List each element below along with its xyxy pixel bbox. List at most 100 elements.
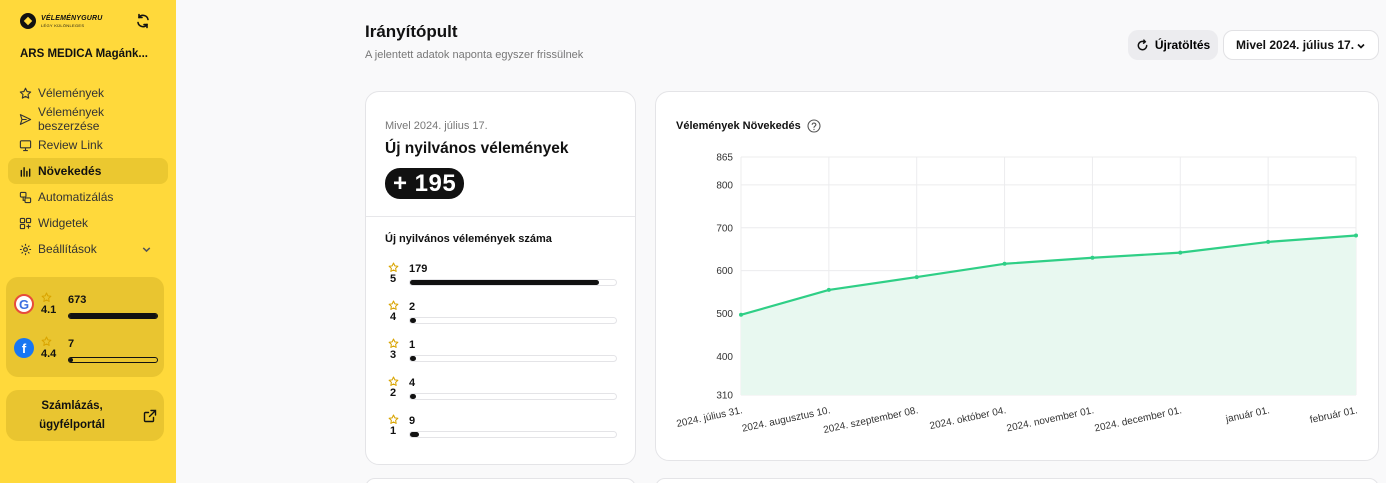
chart-title: Vélemények Növekedés — [676, 119, 821, 133]
facebook-icon: f — [14, 338, 34, 358]
facebook-rating[interactable]: f 4.4 7 — [14, 336, 159, 367]
sidebar-item-growth[interactable]: Növekedés — [8, 158, 168, 184]
sidebar-item-reviews[interactable]: Vélemények — [8, 80, 168, 106]
sidebar-item-label: Vélemények beszerzése — [38, 105, 105, 133]
x-tick-label: január 01. — [1224, 405, 1271, 425]
sync-icon[interactable] — [135, 13, 151, 29]
x-tick-label: 2024. november 01. — [1006, 405, 1095, 434]
refresh-icon — [1137, 38, 1148, 50]
help-icon[interactable] — [807, 119, 821, 133]
google-rating[interactable]: G 4.1 673 — [14, 292, 159, 323]
star-count: 2 — [409, 301, 416, 313]
new-reviews-card: Mivel 2024. július 17. Új nyilvános véle… — [365, 91, 636, 465]
billing-portal-button[interactable]: Számlázás, ügyfélportál — [6, 390, 164, 441]
ratings-summary-card: G 4.1 673 f 4.4 7 — [6, 277, 164, 377]
sidebar-item-automation[interactable]: Automatizálás — [8, 184, 168, 210]
star-progress-bar — [409, 279, 617, 286]
star-row-5: 5 179 — [388, 262, 618, 290]
x-tick-label: 2024. október 04. — [929, 405, 1007, 432]
y-tick-label: 400 — [716, 352, 733, 363]
page-title: Irányítópult — [365, 22, 458, 41]
next-card-left — [365, 478, 636, 483]
billing-label-line2: ügyfélportál — [39, 419, 105, 431]
x-tick-label: 2024. december 01. — [1094, 405, 1183, 434]
logo[interactable]: VÉLEMÉNYGURU LÉGY KÜLÖNLEGES — [20, 13, 103, 29]
series-line-segment — [739, 288, 830, 316]
sidebar-item-label: Beállítások — [38, 242, 97, 256]
data-point[interactable] — [914, 275, 919, 280]
star-count: 4 — [409, 377, 416, 389]
data-point[interactable] — [1090, 255, 1095, 260]
facebook-review-count: 7 — [68, 338, 75, 350]
send-icon — [19, 113, 32, 125]
x-tick-label: 2024. szeptember 08. — [822, 405, 919, 436]
date-filter-select[interactable]: Mivel 2024. július 17. — [1223, 30, 1379, 60]
series-line-segment — [827, 275, 918, 292]
y-tick-label: 500 — [716, 309, 733, 320]
star-level: 3 — [390, 349, 397, 361]
google-score: 4.1 — [41, 304, 57, 316]
sidebar-item-label: Widgetek — [38, 216, 89, 230]
facebook-score: 4.4 — [41, 348, 57, 360]
series-line-segment — [1267, 234, 1358, 244]
data-point[interactable] — [739, 312, 743, 317]
y-tick-label: 865 — [716, 153, 733, 164]
facebook-progress-bar — [68, 357, 158, 363]
chart-bars-icon — [20, 166, 31, 177]
sidebar-item-settings[interactable]: Beállítások — [8, 236, 168, 262]
series-line-segment — [915, 262, 1006, 279]
sidebar-item-label: Növekedés — [38, 164, 102, 178]
new-reviews-title: Új nyilvános vélemények — [385, 140, 569, 157]
data-point[interactable] — [826, 287, 831, 292]
x-tick-label: 2024. augusztus 10. — [741, 405, 831, 434]
reload-button[interactable]: Újratöltés — [1128, 30, 1218, 60]
billing-label-line1: Számlázás, — [41, 400, 103, 412]
star-count: 179 — [409, 263, 428, 275]
widgets-icon — [19, 217, 32, 229]
star-icon — [41, 336, 52, 346]
star-progress-fill — [410, 432, 420, 437]
data-point[interactable] — [1266, 239, 1271, 244]
y-tick-label: 600 — [716, 266, 733, 277]
star-icon — [19, 87, 32, 99]
star-progress-bar — [409, 431, 617, 438]
google-progress-fill — [69, 314, 157, 318]
star-level: 5 — [390, 273, 397, 285]
sidebar: VÉLEMÉNYGURU LÉGY KÜLÖNLEGES ARS MEDICA … — [0, 0, 176, 483]
star-icon — [388, 262, 399, 272]
x-tick-label: február 01. — [1309, 405, 1359, 426]
y-tick-label: 310 — [716, 391, 733, 402]
data-point[interactable] — [1178, 250, 1183, 255]
data-point[interactable] — [1002, 261, 1007, 266]
y-tick-label: 800 — [716, 180, 733, 191]
sidebar-item-label: Automatizálás — [38, 190, 114, 204]
data-point[interactable] — [1354, 233, 1358, 238]
star-icon — [388, 414, 399, 424]
since-date: Mivel 2024. július 17. — [385, 120, 488, 132]
star-progress-fill — [410, 394, 416, 399]
y-tick-label: 700 — [716, 223, 733, 234]
reload-label: Újratöltés — [1154, 38, 1211, 52]
billing-label: Számlázás, ügyfélportál — [16, 397, 128, 435]
sidebar-item-widgets[interactable]: Widgetek — [8, 210, 168, 236]
star-progress-fill — [410, 356, 416, 361]
external-link-icon — [143, 409, 157, 423]
facebook-progress-fill — [69, 358, 74, 362]
company-name[interactable]: ARS MEDICA Magánk... — [20, 48, 149, 60]
sidebar-item-review-link[interactable]: Review Link — [8, 132, 168, 158]
page-subtitle: A jelentett adatok naponta egyszer friss… — [365, 49, 584, 61]
star-level: 4 — [390, 311, 397, 323]
logo-mark-icon — [20, 13, 36, 29]
google-progress-bar — [68, 313, 158, 319]
logo-name: VÉLEMÉNYGURU — [41, 14, 103, 22]
next-card-right — [655, 478, 1379, 483]
chevron-down-icon — [142, 247, 151, 253]
sidebar-item-collect-reviews[interactable]: Vélemények beszerzése — [8, 105, 168, 133]
sidebar-item-label: Review Link — [38, 138, 103, 152]
new-reviews-badge: + 195 — [385, 168, 465, 199]
